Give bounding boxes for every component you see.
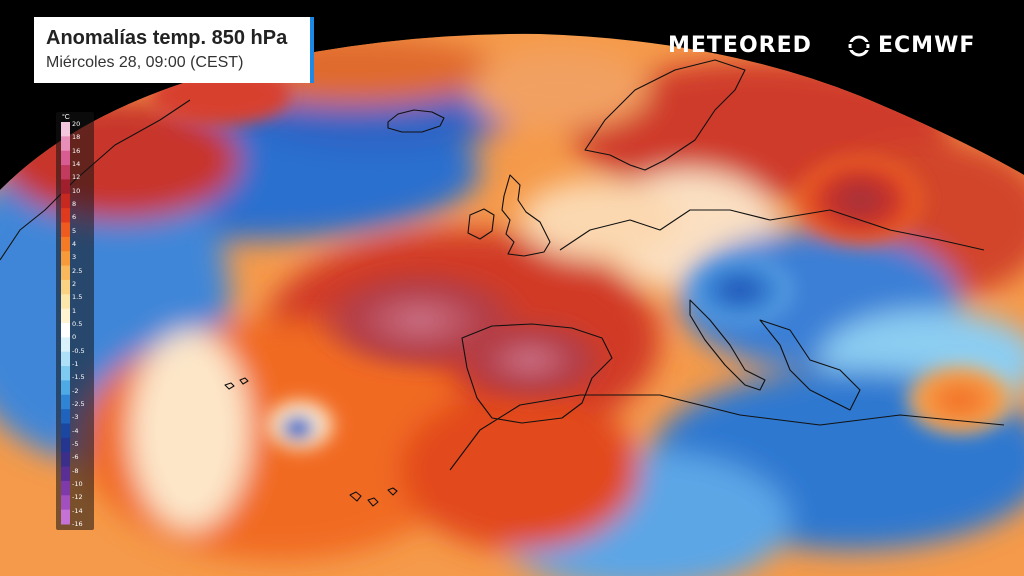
legend-swatch — [61, 165, 70, 180]
legend-tick-label: 5 — [72, 226, 77, 235]
legend-swatch — [61, 236, 70, 252]
legend-unit: °C — [62, 114, 70, 121]
legend-swatch — [61, 452, 70, 468]
legend-tick-label: -6 — [72, 453, 79, 462]
legend-tick-label: 2 — [72, 280, 77, 288]
legend-swatch — [61, 193, 70, 209]
legend-tick-label: 10 — [72, 186, 81, 195]
legend-swatch — [61, 150, 70, 166]
legend-tick-label: -10 — [72, 480, 83, 488]
legend-tick-label: -3 — [72, 413, 79, 422]
legend-swatch — [61, 265, 70, 281]
legend-swatch — [61, 279, 70, 295]
map-title: Anomalías temp. 850 hPa — [46, 27, 288, 49]
legend-tick-label: 0.5 — [72, 320, 83, 328]
legend-swatch — [61, 208, 70, 223]
legend-swatch — [61, 380, 70, 396]
legend-tick-label: 16 — [72, 146, 81, 155]
legend-tick-label: 8 — [72, 200, 77, 208]
legend-tick-label: -16 — [72, 520, 83, 528]
legend-tick-label: -5 — [72, 440, 79, 448]
legend-swatch — [61, 122, 70, 137]
legend-labels: 20 18 16 14 12 10 8 6 5 4 3 2.5 2 1.5 1 0.5 0 -0.5 -1 -1.5 -… — [72, 120, 92, 528]
legend-tick-label: 6 — [72, 213, 77, 222]
legend-tick-label: -1.5 — [72, 373, 85, 382]
ecmwf-logo: ECMWF — [844, 33, 975, 59]
legend-color-bar — [56, 112, 94, 530]
legend-tick-label: -8 — [72, 466, 79, 475]
map-subtitle: Miércoles 28, 09:00 (CEST) — [46, 54, 244, 71]
legend-tick-label: -4 — [72, 426, 79, 435]
legend-swatch — [61, 351, 70, 367]
legend-swatch — [61, 294, 70, 310]
ecmwf-icon — [847, 35, 871, 57]
meteored-logo: METEORED — [668, 33, 812, 58]
legend-swatch — [61, 480, 70, 496]
legend-tick-label: 18 — [72, 133, 81, 142]
legend-swatch — [61, 423, 70, 439]
legend-swatch — [61, 179, 70, 195]
legend-swatch — [61, 366, 70, 381]
ecmwf-label: ECMWF — [878, 33, 976, 58]
legend-tick-label: 1 — [72, 306, 77, 315]
legend-swatch — [61, 466, 70, 482]
legend-tick-label: 2.5 — [72, 266, 83, 275]
legend-swatch — [61, 251, 70, 267]
legend-swatch — [61, 437, 70, 453]
legend-swatch — [61, 222, 70, 238]
legend-tick-label: -0.5 — [72, 346, 85, 355]
legend-tick-label: 1.5 — [72, 293, 83, 302]
legend-tick-label: 4 — [72, 240, 77, 248]
legend-tick-label: -12 — [72, 493, 83, 502]
title-panel: Anomalías temp. 850 hPa Miércoles 28, 09… — [34, 17, 314, 83]
legend-swatch — [61, 495, 70, 511]
legend-swatch — [61, 409, 70, 424]
legend-tick-label: -14 — [72, 506, 83, 515]
legend-swatch — [61, 308, 70, 324]
legend-tick-label: 3 — [72, 253, 77, 262]
legend-tick-label: 0 — [72, 333, 77, 342]
legend-tick-label: 20 — [72, 120, 81, 128]
legend-tick-label: -1 — [72, 360, 79, 368]
legend-swatch — [61, 323, 70, 338]
legend-tick-label: 14 — [72, 160, 81, 168]
legend-tick-label: -2 — [72, 386, 79, 395]
legend-swatch — [61, 136, 70, 152]
legend-swatch — [61, 394, 70, 410]
legend-tick-label: 12 — [72, 173, 81, 182]
legend-tick-label: -2.5 — [72, 400, 85, 408]
legend-swatch — [61, 509, 70, 525]
legend-swatch — [61, 337, 70, 353]
